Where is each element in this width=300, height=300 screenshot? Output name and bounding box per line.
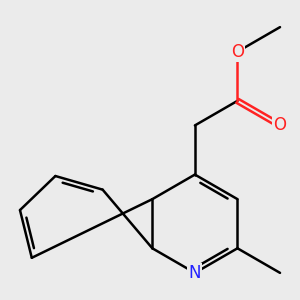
Text: O: O: [231, 43, 244, 61]
Text: O: O: [274, 116, 286, 134]
Text: N: N: [189, 264, 201, 282]
